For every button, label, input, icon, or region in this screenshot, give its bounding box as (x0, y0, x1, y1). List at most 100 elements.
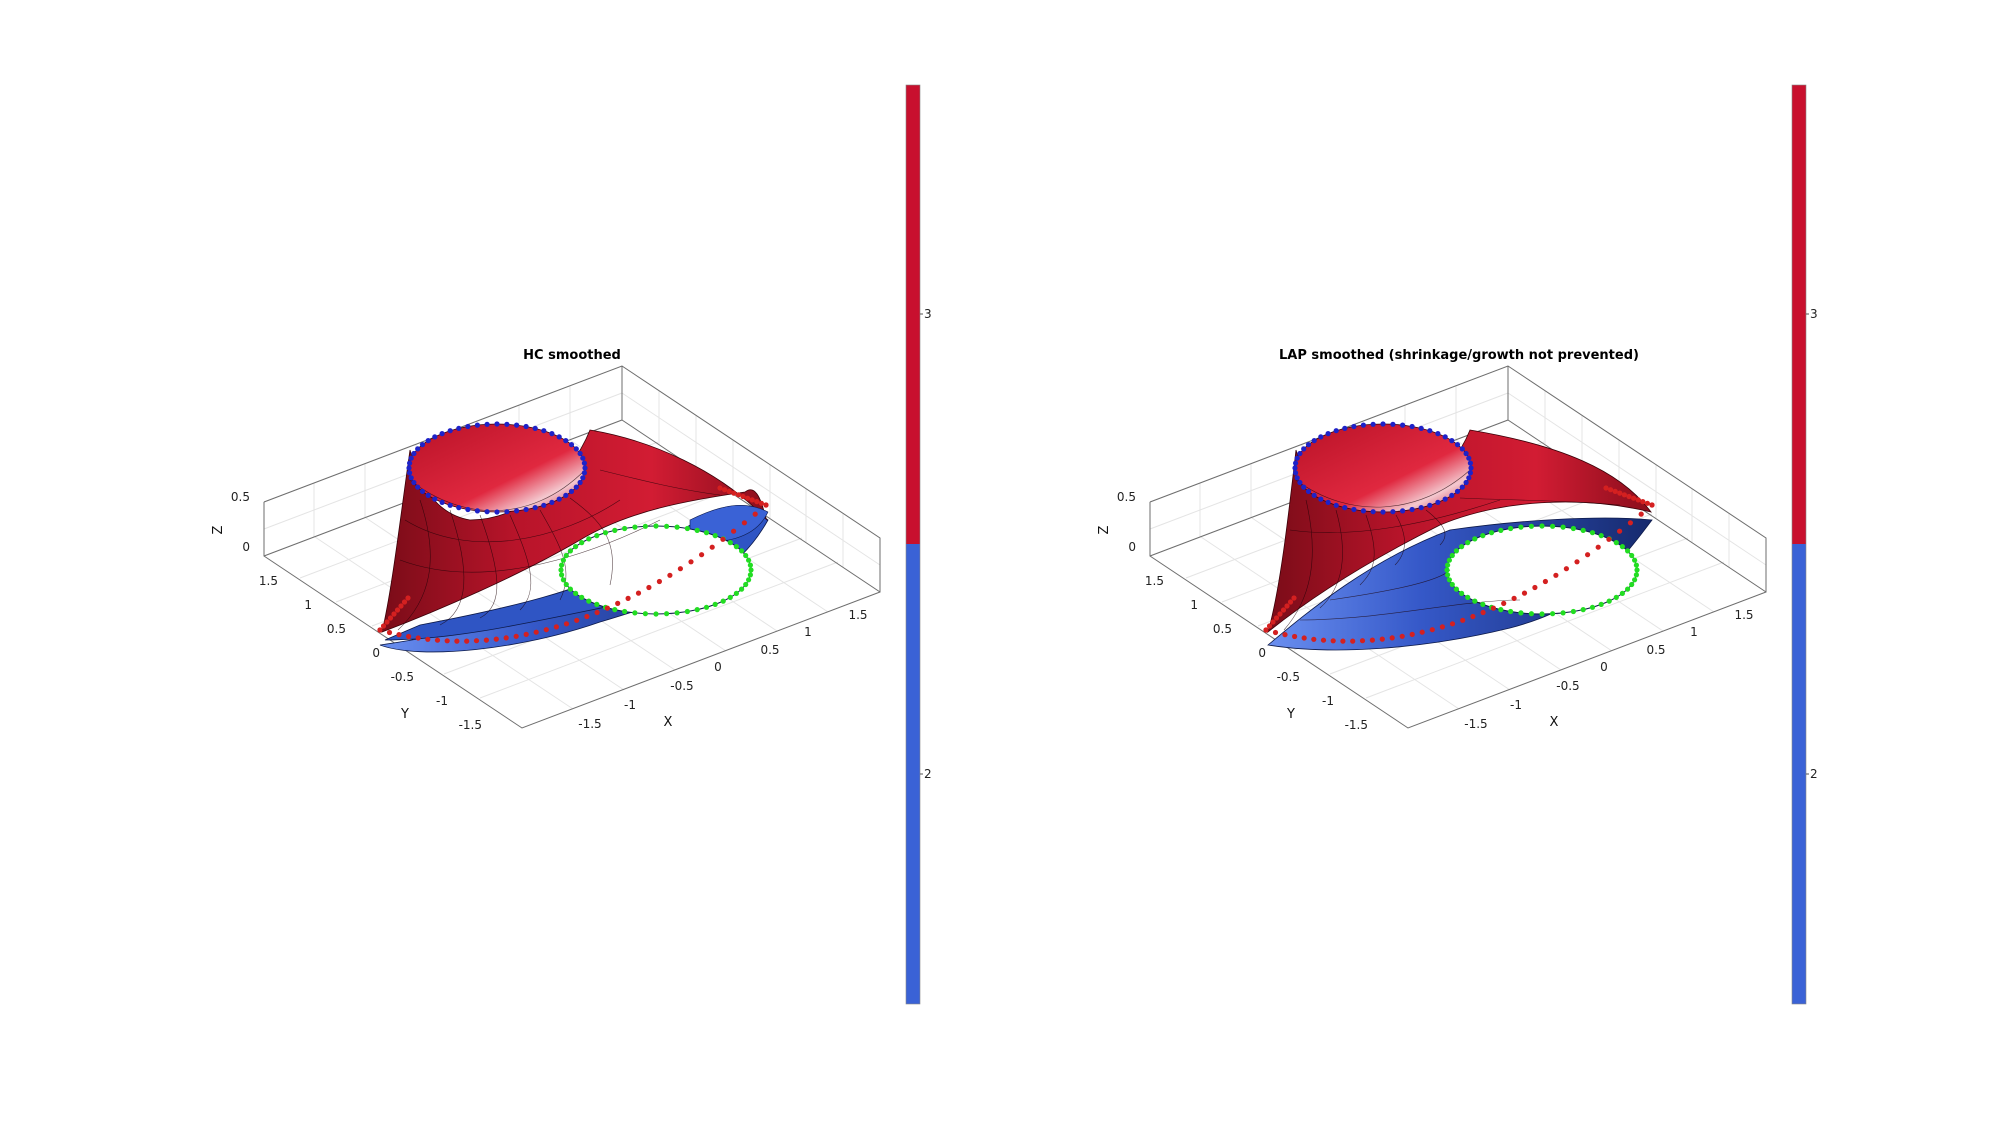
outer-boundary-point (758, 500, 765, 506)
x-tick-label: -1.5 (1464, 717, 1487, 731)
outer-boundary-point (1429, 627, 1435, 633)
x-tick-label: -1.5 (578, 717, 601, 731)
top-boundary-point (563, 438, 569, 444)
surface (1267, 423, 1653, 651)
hole-boundary-point (739, 548, 745, 554)
outer-boundary-point (1311, 636, 1317, 642)
z-tick-label: 0 (242, 540, 250, 554)
hole-boundary-point (586, 598, 592, 604)
hole-boundary-point (1632, 577, 1638, 583)
hole-boundary-point (684, 525, 691, 532)
hole-boundary-point (1445, 562, 1451, 568)
hole-boundary-point (1633, 562, 1639, 568)
hole-boundary-point (579, 540, 585, 546)
outer-boundary-point (1617, 528, 1623, 534)
mesh-lines (1283, 469, 1621, 631)
hole-boundary-point (1445, 572, 1451, 578)
top-boundary-point (419, 488, 426, 494)
z-tick-label: 0 (1128, 540, 1136, 554)
hole-boundary-point (559, 572, 565, 578)
x-tick-label: 1 (1690, 625, 1698, 639)
hole-boundary-point (1598, 601, 1604, 608)
top-boundary-point (1305, 442, 1312, 448)
outer-boundary-point (1649, 502, 1655, 508)
hole-boundary-point (1613, 540, 1619, 546)
outer-boundary-point (1606, 536, 1612, 542)
top-boundary-point (1449, 492, 1455, 498)
x-tick-label: -1 (624, 698, 636, 712)
outer-boundary-point (656, 578, 663, 585)
top-boundary-point (573, 484, 579, 490)
top-boundary-point (415, 446, 421, 452)
top-boundary-point (415, 484, 421, 490)
top-boundary-point (514, 422, 520, 428)
hole-boundary-point (733, 544, 740, 550)
outer-boundary-point (1291, 595, 1297, 601)
outer-boundary-point (415, 635, 421, 641)
top-boundary-point (1351, 506, 1357, 513)
outer-boundary-point (625, 595, 631, 602)
colorbar-segment-3 (906, 85, 920, 544)
top-boundary-point (549, 499, 555, 505)
hole-boundary-point (1518, 524, 1524, 530)
top-boundary-point (1360, 508, 1366, 514)
outer-boundary-point (406, 633, 412, 640)
outer-boundary-point (1340, 638, 1346, 644)
hole-boundary-point (1619, 544, 1625, 550)
top-boundary-point (1360, 422, 1366, 428)
hole-boundary-point (622, 608, 628, 615)
outer-boundary-point (584, 613, 590, 620)
outer-boundary-point (1282, 632, 1288, 638)
hole-boundary-point (1613, 594, 1619, 601)
outer-boundary-point (464, 638, 470, 644)
outer-boundary-point (434, 637, 441, 643)
y-axis-label: Y (1286, 707, 1295, 722)
hole-boundary-point (746, 557, 752, 563)
colorbar-tick-3: 3 (1810, 307, 1818, 321)
hole-boundary-point (653, 523, 659, 529)
top-boundary-point (1449, 438, 1455, 444)
top-boundary-point (1435, 499, 1441, 505)
outer-boundary-point (483, 637, 489, 643)
outer-boundary-point (1574, 559, 1580, 565)
hole-boundary-point (579, 594, 585, 601)
outer-boundary-point (1644, 500, 1650, 506)
y-tick-label: -1.5 (459, 718, 482, 732)
outer-boundary-point (1369, 637, 1375, 643)
hole-boundary-point (694, 527, 700, 534)
top-boundary-point (504, 509, 510, 515)
y-tick-label: 1 (304, 598, 312, 612)
hole-boundary-point (1465, 594, 1471, 601)
y-tick-label: 1 (1190, 598, 1198, 612)
outer-boundary-point (1470, 613, 1476, 620)
top-boundary-point (474, 422, 480, 428)
top-boundary-point (1390, 421, 1396, 427)
top-boundary-point (504, 421, 510, 427)
subplot-lap: LAP smoothed (shrinkage/growth not preve… (1097, 84, 1818, 1005)
hole-boundary-point (586, 536, 592, 542)
x-axis-label: X (1550, 715, 1559, 730)
outer-boundary-point (1350, 638, 1356, 644)
hole-boundary-point (1629, 581, 1635, 588)
hole-boundary-point (747, 562, 754, 568)
top-boundary-point (541, 428, 547, 434)
hole-boundary-point (746, 577, 752, 583)
top-boundary-point (439, 431, 445, 437)
outer-boundary-point (1612, 488, 1618, 494)
top-boundary-point (1466, 475, 1472, 481)
top-boundary-point (1292, 465, 1298, 471)
top-boundary-point (1311, 438, 1317, 444)
top-boundary-point (1390, 509, 1396, 515)
top-boundary-point (1325, 499, 1331, 505)
outer-boundary-point (533, 629, 539, 635)
y-tick-label: 0 (372, 646, 380, 660)
hole-boundary-point (1459, 590, 1465, 597)
top-boundary-point (1342, 505, 1348, 511)
outer-boundary-point (473, 638, 480, 644)
top-boundary-point (1467, 470, 1473, 476)
x-tick-label: 0 (714, 660, 722, 674)
top-boundary-point (1301, 484, 1307, 490)
outer-boundary-point (1409, 631, 1415, 638)
outer-boundary-point (1270, 619, 1276, 625)
top-boundary-point (447, 502, 453, 508)
